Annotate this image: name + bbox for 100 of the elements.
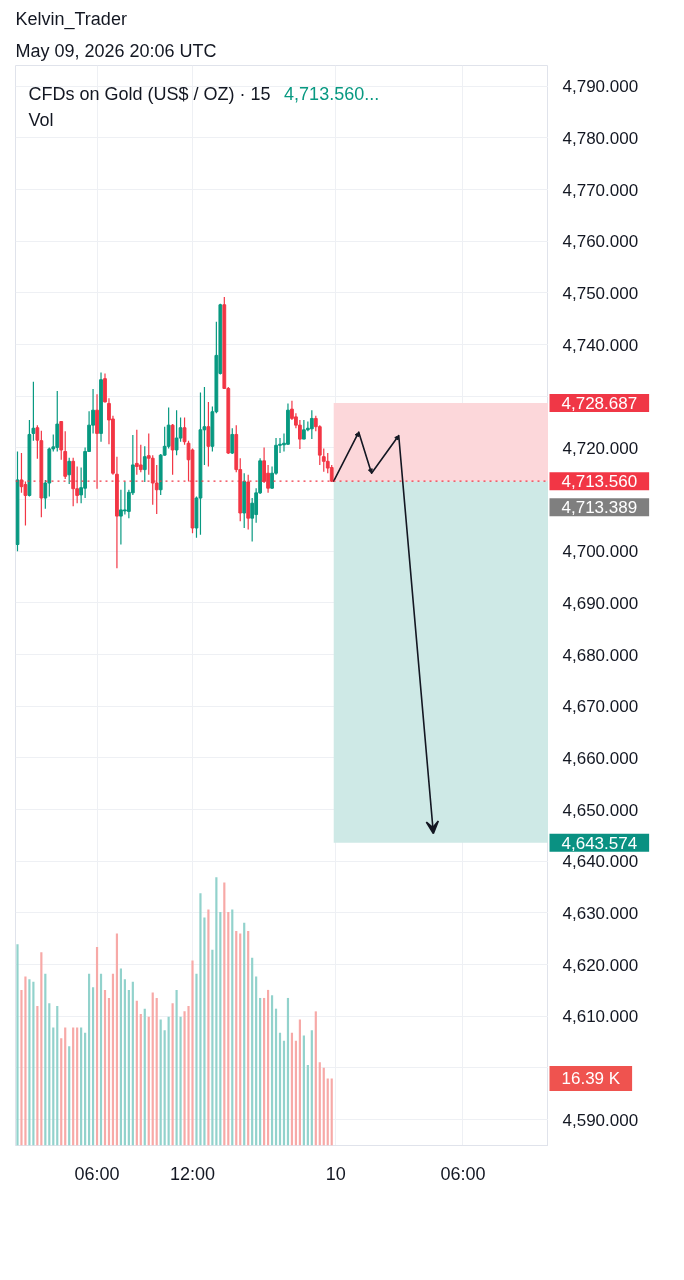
- bar: [167, 1016, 170, 1146]
- bar: [52, 1027, 55, 1146]
- bar: [219, 912, 222, 1146]
- bar: [286, 997, 290, 1146]
- y-tick-label: 4,610.000: [562, 1007, 639, 1027]
- y-tick-label: 4,660.000: [562, 748, 639, 768]
- bar: [143, 1008, 146, 1146]
- candlestick: [31, 381, 36, 442]
- y-tick-label: 4,720.000: [562, 438, 639, 458]
- bar: [243, 922, 246, 1146]
- bar: [123, 979, 126, 1146]
- bar: [135, 1000, 138, 1146]
- bar: [171, 1003, 174, 1146]
- bar: [259, 997, 262, 1146]
- y-tick-label: 4,590.000: [562, 1110, 639, 1130]
- bar: [263, 997, 266, 1146]
- bar: [91, 987, 95, 1146]
- bar: [318, 1062, 321, 1146]
- bar: [175, 989, 178, 1146]
- bar: [227, 912, 230, 1146]
- bar: [36, 1006, 39, 1146]
- bar: [99, 973, 103, 1146]
- y-tick-label: 4,700.000: [562, 542, 639, 562]
- bar: [72, 1027, 75, 1146]
- bar: [64, 1027, 67, 1146]
- annotation: 4,713.560...: [284, 84, 380, 104]
- candlestick: [55, 390, 60, 453]
- bar: [68, 1046, 71, 1146]
- bar: [310, 1030, 313, 1146]
- bar: [147, 1016, 150, 1146]
- chart-title: Kelvin_Trader: [15, 8, 127, 30]
- y-tick-label: 4,650.000: [562, 800, 639, 820]
- bar: [235, 930, 238, 1146]
- x-tick-label: 12:00: [169, 1163, 216, 1184]
- y-tick-label: 4,690.000: [562, 593, 639, 613]
- bar: [24, 976, 27, 1146]
- bar: [326, 1078, 329, 1146]
- bar: [119, 968, 122, 1146]
- candlestick: [67, 457, 72, 485]
- y-tick-label: 4,740.000: [562, 335, 639, 355]
- ref-line-label: 4,713.560: [561, 472, 638, 492]
- bar: [40, 952, 43, 1146]
- x-tick-label: 10: [325, 1163, 346, 1184]
- candlestick: [122, 480, 127, 516]
- x-tick-label: 06:00: [440, 1163, 486, 1184]
- candlestick: [309, 409, 314, 440]
- bar: [251, 957, 254, 1146]
- bar: [215, 877, 218, 1146]
- bar: [48, 1003, 51, 1146]
- bar: [231, 909, 234, 1146]
- bar: [270, 995, 274, 1146]
- text: 16.39 K: [561, 1068, 621, 1088]
- bar: [87, 973, 91, 1146]
- candlestick: [230, 427, 235, 455]
- candlestick: [301, 419, 306, 440]
- bar: [255, 976, 258, 1146]
- bar: [247, 930, 250, 1146]
- x-tick-label: 06:00: [74, 1163, 120, 1184]
- y-tick-label: 4,630.000: [562, 903, 639, 923]
- bar: [76, 1027, 79, 1146]
- y-tick-label: 4,680.000: [562, 645, 639, 665]
- chart-subtitle: May 09, 2026 20:06 UTC: [15, 40, 217, 61]
- y-tick-label: 4,760.000: [562, 232, 639, 252]
- bar: [223, 882, 226, 1146]
- text: 4,713.389: [561, 498, 638, 518]
- bar: [80, 1027, 83, 1146]
- candlestick: [134, 429, 139, 476]
- bar: [282, 1040, 286, 1146]
- y-tick-label: 4,670.000: [562, 697, 639, 717]
- bar: [28, 979, 31, 1146]
- bar: [111, 973, 115, 1146]
- bar: [294, 1040, 298, 1146]
- bar: [239, 933, 242, 1146]
- bar: [155, 997, 158, 1146]
- bar: [16, 944, 19, 1146]
- y-tick-label: 4,790.000: [562, 77, 639, 97]
- candlestick: [174, 409, 179, 456]
- y-tick-label: 4,640.000: [562, 852, 639, 872]
- bar: [151, 992, 154, 1146]
- annotation: CFDs on Gold (US$ / OZ) · 15: [28, 83, 271, 104]
- bar: [302, 1035, 305, 1146]
- bar: [159, 1019, 162, 1146]
- band-label: 4,728.687: [561, 394, 638, 413]
- bar: [211, 949, 214, 1146]
- bar: [290, 1032, 294, 1146]
- bar: [298, 1019, 301, 1146]
- y-tick-label: 4,770.000: [562, 180, 639, 200]
- bar: [306, 1065, 309, 1146]
- bar: [56, 1006, 59, 1146]
- y-tick-label: 4,750.000: [562, 283, 639, 303]
- y-tick-label: 4,780.000: [562, 128, 639, 148]
- bar: [322, 1067, 325, 1146]
- bar: [84, 1032, 87, 1146]
- bar: [131, 981, 134, 1146]
- bar: [266, 989, 270, 1146]
- chart-title: Vol: [28, 109, 54, 130]
- bar: [107, 997, 111, 1146]
- bar: [278, 1032, 282, 1146]
- bar: [330, 1078, 333, 1146]
- band-label: 4,643.574: [561, 833, 638, 853]
